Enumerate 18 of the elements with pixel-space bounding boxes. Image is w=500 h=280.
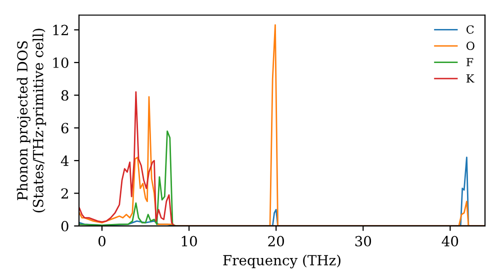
y-tick-label: 8 (61, 90, 68, 101)
y-axis-title: Phonon projected DOS (States/THz·primitive cell) (16, 28, 46, 212)
y-tick-label: 0 (61, 220, 68, 232)
x-tick-label: 20 (268, 236, 284, 246)
legend-label: O (466, 42, 474, 50)
legend-label: K (466, 74, 474, 82)
legend-label: F (466, 58, 474, 66)
x-axis-title: Frequency (THz) (223, 254, 340, 268)
x-tick-label: 30 (355, 236, 372, 246)
y-tick-label: 4 (60, 156, 69, 166)
legend-label: C (466, 25, 474, 34)
x-tick-label: 40 (442, 236, 458, 246)
y-tick-label: 6 (61, 122, 68, 134)
y-tick-label: 2 (61, 188, 68, 199)
y-tick-label: 10 (53, 57, 68, 68)
y-tick-label: 12 (53, 24, 68, 36)
x-tick-label: 10 (182, 236, 197, 246)
x-tick-label: 0 (98, 236, 106, 246)
